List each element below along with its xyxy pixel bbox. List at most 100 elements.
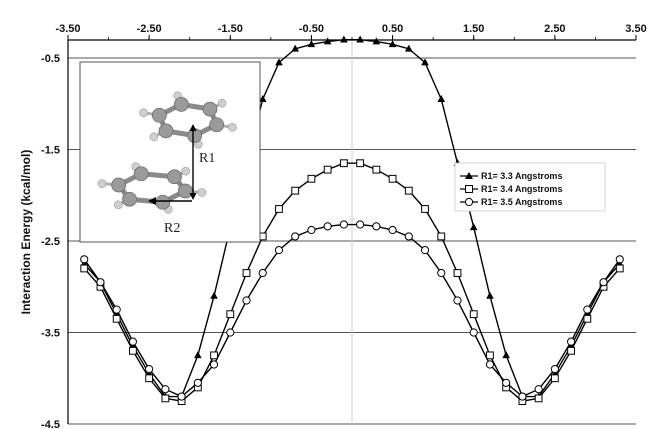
r2-arrow — [148, 197, 192, 205]
carbon-atom — [202, 101, 218, 117]
data-point-square — [145, 374, 154, 383]
hydrogen-atom — [139, 108, 148, 117]
data-point-square — [339, 159, 348, 168]
data-point-circle — [550, 365, 559, 374]
data-point-triangle — [323, 37, 332, 45]
y-tick-label: -3.5 — [41, 328, 60, 340]
data-point-square — [583, 314, 592, 323]
carbon-atom — [167, 169, 182, 185]
inset-frame — [79, 61, 261, 243]
data-point-circle — [291, 232, 300, 241]
carbon-atom — [155, 194, 171, 210]
legend-marker-circle — [464, 197, 474, 207]
data-point-triangle — [291, 44, 299, 52]
data-point-triangle — [388, 40, 397, 48]
x-tick-label: 0.50 — [382, 23, 403, 35]
carbon-atom — [133, 166, 149, 182]
data-point-circle — [209, 360, 219, 369]
data-point-circle — [437, 268, 446, 278]
data-point-triangle — [194, 351, 202, 359]
data-point-square — [421, 205, 429, 213]
data-point-triangle — [421, 58, 429, 66]
y-tick-label: -0.5 — [41, 53, 60, 65]
y-axis: -0.5 -1.5 -2.5 -3.5 -4.5 — [41, 40, 69, 429]
data-point-triangle — [307, 40, 316, 48]
data-point-circle — [502, 378, 511, 387]
benzene-dimer-image — [97, 91, 237, 214]
data-point-triangle — [437, 94, 446, 102]
data-point-circle — [145, 365, 154, 374]
data-point-square — [242, 269, 251, 277]
data-point-square — [323, 165, 332, 174]
molecule-inset: R1 R2 — [79, 61, 261, 243]
legend-entry-1: R1= 3.3 Angstroms — [460, 171, 562, 181]
data-point-square — [404, 186, 413, 195]
y-tick-label: -4.5 — [41, 419, 60, 429]
data-point-square — [307, 174, 316, 183]
data-point-triangle — [486, 291, 494, 299]
hydrogen-atom — [197, 188, 207, 197]
data-point-square — [129, 346, 137, 355]
data-point-circle — [485, 360, 495, 369]
hydrogen-atom — [217, 98, 227, 108]
legend-marker-triangle — [465, 172, 473, 179]
data-point-circle — [453, 296, 462, 305]
hydrogen-atom — [149, 132, 159, 142]
data-point-square — [453, 269, 462, 277]
hydrogen-atom — [228, 123, 237, 132]
data-point-circle — [307, 225, 316, 235]
data-point-triangle — [275, 58, 283, 66]
data-point-circle — [566, 337, 576, 346]
data-point-triangle — [258, 94, 267, 102]
legend-label-3: R1= 3.5 Angstroms — [481, 197, 562, 207]
data-point-triangle — [502, 351, 510, 359]
data-point-square — [469, 310, 478, 319]
data-point-circle — [112, 305, 121, 314]
inset-label-r1: R1 — [199, 151, 215, 166]
data-point-circle — [599, 278, 608, 287]
data-point-triangle — [405, 44, 413, 52]
legend-marker-square — [465, 185, 473, 193]
data-point-square — [275, 205, 283, 213]
carbon-atom — [122, 191, 137, 207]
series-2 — [80, 159, 624, 406]
data-point-square — [567, 346, 575, 355]
data-point-square — [372, 165, 381, 174]
series-layer — [80, 35, 624, 406]
data-point-square — [534, 394, 543, 403]
data-point-circle — [518, 392, 527, 401]
data-point-square — [161, 394, 170, 403]
data-point-square — [356, 159, 365, 168]
data-point-square — [388, 174, 397, 183]
x-tick-label: -1.50 — [218, 23, 243, 35]
data-point-square — [226, 310, 235, 319]
data-point-circle — [226, 328, 235, 337]
data-point-circle — [534, 385, 543, 394]
data-point-circle — [469, 328, 478, 337]
series-line-3 — [83, 223, 621, 398]
legend-box — [454, 162, 606, 212]
data-point-circle — [128, 337, 138, 346]
data-point-circle — [404, 232, 413, 241]
data-point-circle — [80, 255, 89, 264]
data-point-circle — [193, 378, 202, 387]
carbon-atom — [209, 117, 225, 133]
x-tick-label: 2.50 — [544, 23, 565, 35]
data-point-square — [615, 264, 624, 273]
x-axis: -3.50 -2.50 -1.50 -0.50 0.50 1.50 2.50 3.50 — [55, 23, 647, 41]
data-point-circle — [583, 305, 592, 314]
data-point-triangle — [372, 37, 381, 45]
inset-label-r2: R2 — [164, 221, 180, 236]
data-point-circle — [161, 385, 170, 394]
legend-entry-2: R1= 3.4 Angstroms — [460, 184, 562, 194]
data-point-square — [112, 314, 121, 323]
y-axis-label: Interaction Energy (kcal/mol) — [19, 150, 33, 315]
x-tick-label: 3.50 — [625, 23, 646, 35]
r1-arrow — [189, 124, 197, 200]
carbon-atom — [151, 107, 167, 123]
x-tick-label: -0.50 — [299, 23, 324, 35]
x-tick-label: -3.50 — [55, 23, 80, 35]
data-point-circle — [372, 222, 381, 231]
carbon-atom — [158, 123, 174, 139]
